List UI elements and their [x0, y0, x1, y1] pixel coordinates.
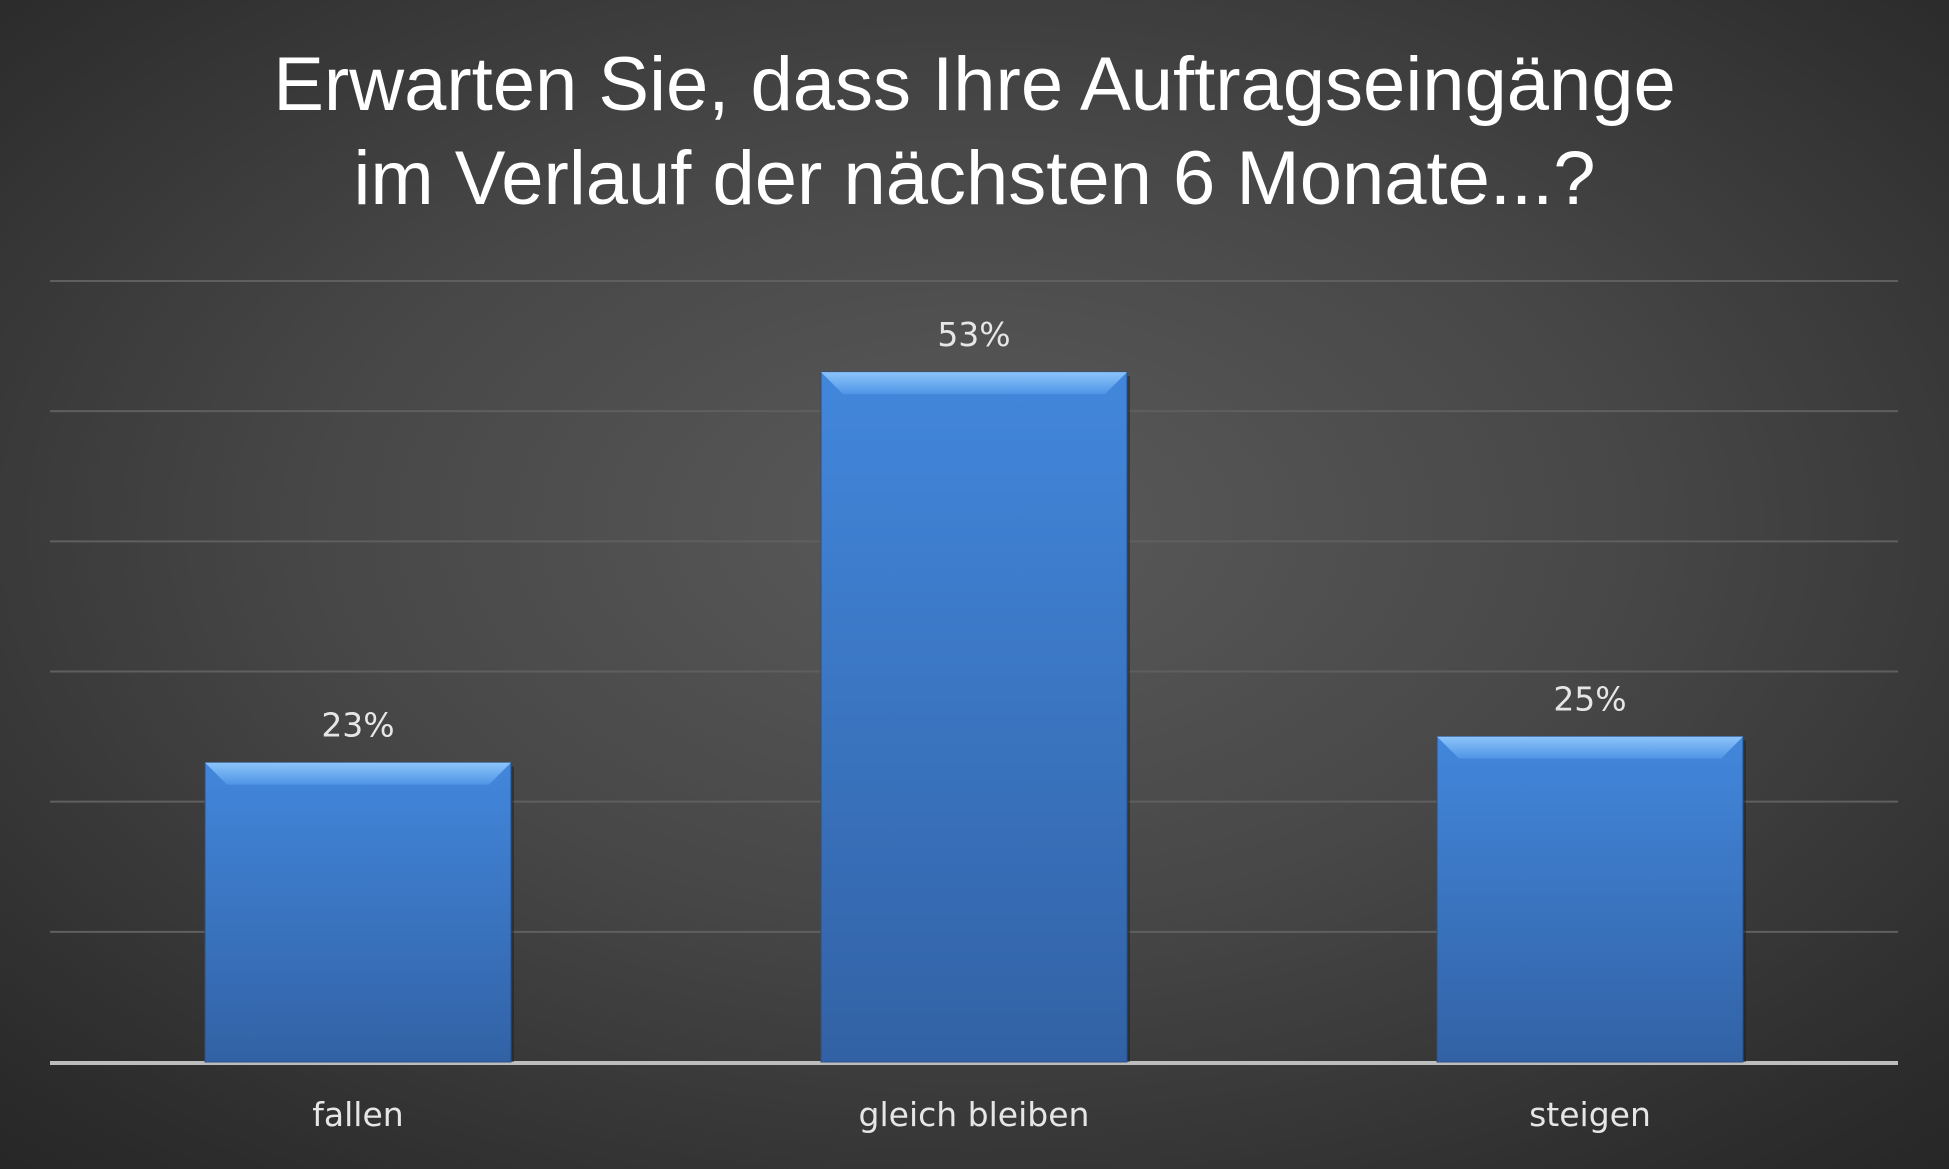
value-label: 25%	[1553, 680, 1626, 719]
category-label: gleich bleiben	[859, 1095, 1090, 1134]
bar-0	[204, 762, 512, 1063]
bar-bevel	[205, 762, 511, 785]
bar-bevel	[1437, 736, 1743, 759]
value-label: 53%	[937, 315, 1010, 354]
chart-title-line-2: im Verlauf der nächsten 6 Monate...?	[353, 136, 1596, 221]
category-label: fallen	[312, 1095, 403, 1134]
value-label: 23%	[321, 706, 394, 745]
bar-bevel	[821, 372, 1127, 395]
chart-title-line-1: Erwarten Sie, dass Ihre Auftragseingänge	[273, 42, 1676, 127]
chart-title: Erwarten Sie, dass Ihre Auftragseingänge…	[0, 38, 1949, 226]
category-label: steigen	[1529, 1095, 1651, 1134]
bar-1	[820, 371, 1128, 1063]
bar-2	[1436, 736, 1744, 1063]
